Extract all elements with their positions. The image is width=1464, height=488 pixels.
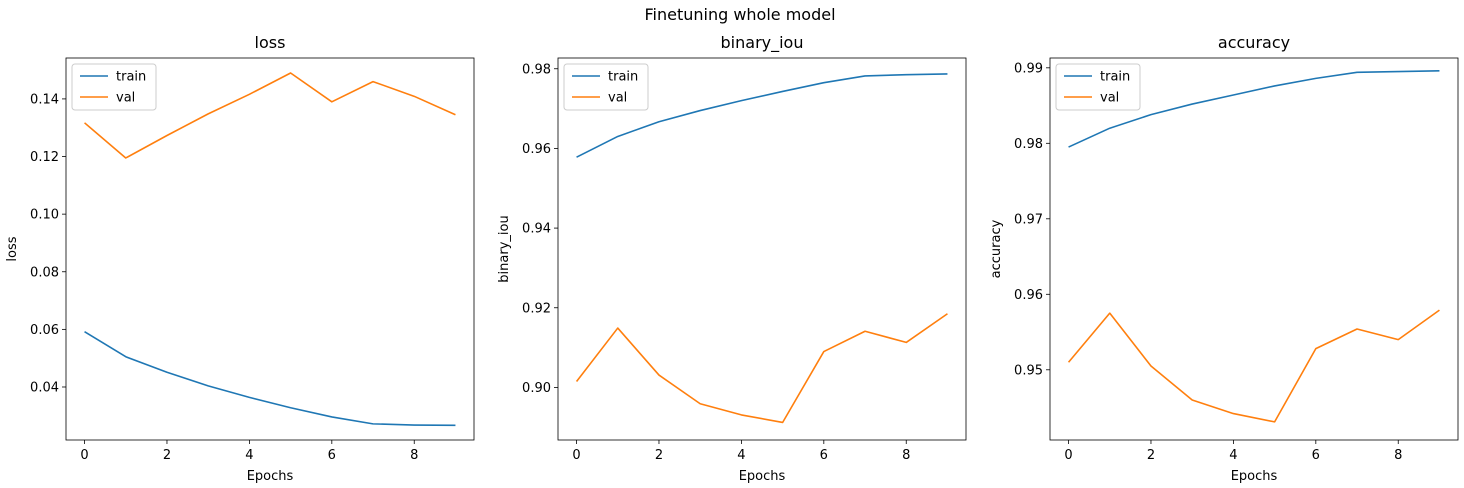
axes-frame (65, 57, 475, 441)
x-tick-label: 6 (1312, 448, 1320, 463)
y-tick-label: 0.92 (522, 301, 551, 316)
x-tick-label: 2 (655, 448, 663, 463)
x-tick-label: 6 (820, 448, 828, 463)
y-tick-label: 0.98 (1014, 137, 1043, 152)
subplot-loss: loss Epochs loss 0 2 4 6 8 0.04 0.06 0.08 0.10 0.… (5, 33, 475, 484)
legend-label-val: val (1100, 91, 1119, 106)
axes-frame (1049, 57, 1459, 441)
x-tick-label: 4 (737, 448, 745, 463)
legend-label-train: train (116, 70, 146, 85)
x-tick-label: 4 (245, 448, 253, 463)
y-tick-label: 0.06 (30, 323, 59, 338)
y-tick-label: 0.04 (30, 380, 59, 395)
x-tick-label: 0 (1064, 448, 1072, 463)
subplot-title: accuracy (1218, 33, 1290, 52)
series-line-val (1067, 309, 1440, 423)
y-tick-label: 0.14 (30, 92, 59, 107)
legend-label-train: train (608, 70, 638, 85)
subplot-accuracy: accuracy Epochs accuracy 0 2 4 6 8 0.95 0.96 0.… (989, 33, 1459, 484)
y-tick-label: 0.99 (1014, 61, 1043, 76)
y-axis-label: binary_iou (497, 215, 512, 282)
subplot-binary-iou: binary_iou Epochs binary_iou 0 2 4 6 8 0.90 0.… (497, 33, 967, 484)
series-line-val (575, 313, 948, 424)
legend-label-train: train (1100, 70, 1130, 85)
x-tick-label: 6 (328, 448, 336, 463)
legend-label-val: val (116, 91, 135, 106)
series-line-train (84, 330, 456, 427)
y-tick-label: 0.90 (522, 381, 551, 396)
x-axis-label: Epochs (1231, 469, 1278, 484)
y-tick-label: 0.96 (522, 142, 551, 157)
x-tick-label: 2 (163, 448, 171, 463)
axes-frame (557, 57, 967, 441)
y-tick-label: 0.95 (1014, 363, 1043, 378)
x-tick-label: 0 (572, 448, 580, 463)
x-axis-label: Epochs (247, 469, 294, 484)
x-tick-label: 8 (1394, 448, 1402, 463)
x-tick-label: 4 (1229, 448, 1237, 463)
y-axis-label: loss (5, 236, 20, 261)
y-tick-label: 0.10 (30, 208, 59, 223)
x-tick-label: 8 (410, 448, 418, 463)
subplot-title: loss (255, 33, 286, 52)
x-tick-label: 2 (1147, 448, 1155, 463)
y-tick-label: 0.94 (522, 222, 551, 237)
x-tick-label: 8 (902, 448, 910, 463)
series-line-val (84, 72, 456, 159)
subplot-title: binary_iou (721, 33, 804, 53)
x-axis-label: Epochs (739, 469, 786, 484)
y-axis-label: accuracy (989, 219, 1004, 278)
y-tick-label: 0.08 (30, 265, 59, 280)
legend-label-val: val (608, 91, 627, 106)
series-line-train (1068, 70, 1440, 148)
x-tick-label: 0 (80, 448, 88, 463)
y-tick-label: 0.12 (30, 150, 59, 165)
y-tick-label: 0.98 (522, 62, 551, 77)
series-line-train (576, 73, 948, 158)
y-tick-label: 0.96 (1014, 288, 1043, 303)
figure-title: Finetuning whole model (644, 5, 835, 24)
y-tick-label: 0.97 (1014, 212, 1043, 227)
